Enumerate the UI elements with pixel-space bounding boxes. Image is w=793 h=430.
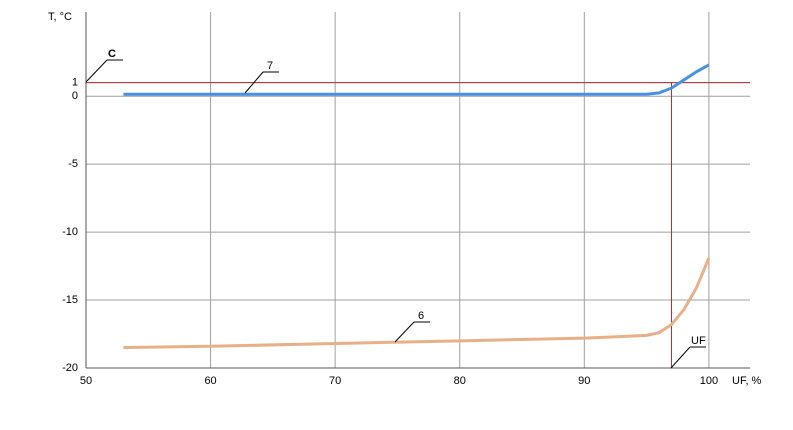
x-tick-label: 90 bbox=[578, 375, 590, 387]
x-tick-label: 60 bbox=[204, 375, 216, 387]
series-line bbox=[123, 63, 710, 96]
y-tick-label: 0 bbox=[72, 90, 78, 102]
y-tick-label: -5 bbox=[68, 158, 78, 170]
series-label: 7 bbox=[267, 60, 273, 72]
leader-line bbox=[670, 346, 691, 369]
x-tick-label: 50 bbox=[80, 375, 92, 387]
x-tick-label: 70 bbox=[329, 375, 341, 387]
reference-label: C bbox=[108, 48, 116, 60]
y-tick-label: 1 bbox=[72, 77, 78, 89]
x-tick-label: 100 bbox=[700, 375, 718, 387]
y-tick-label: -20 bbox=[62, 362, 78, 374]
leader-line bbox=[85, 59, 108, 83]
leader-line bbox=[394, 321, 415, 343]
y-tick-label: -10 bbox=[62, 226, 78, 238]
y-axis-label: T, °C bbox=[48, 11, 72, 23]
y-tick-label: -15 bbox=[62, 294, 78, 306]
series-line bbox=[123, 257, 711, 350]
reference-label: UF bbox=[691, 335, 706, 347]
series-label: 6 bbox=[418, 310, 424, 322]
leader-line bbox=[244, 71, 264, 94]
x-axis-label: UF, % bbox=[732, 375, 762, 387]
x-tick-label: 80 bbox=[454, 375, 466, 387]
